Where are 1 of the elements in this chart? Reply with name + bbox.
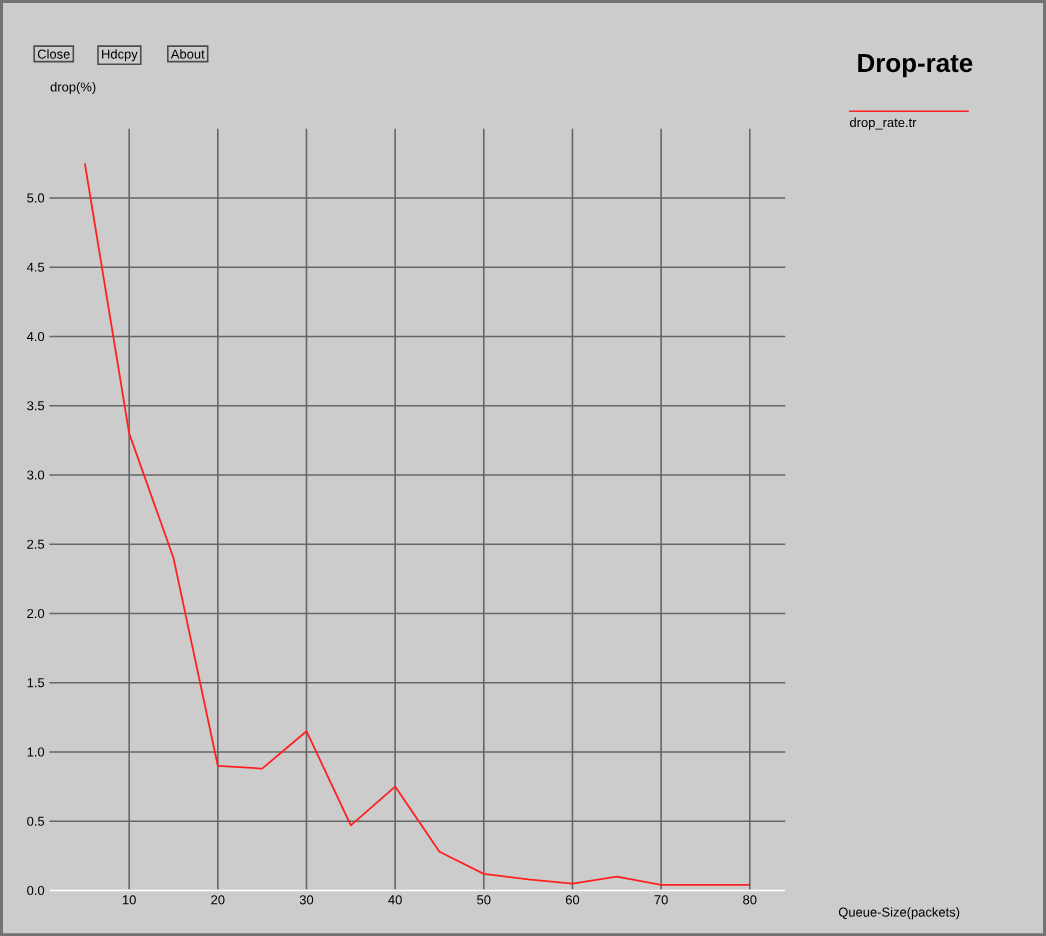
text: Drop-rate	[858, 53, 973, 78]
